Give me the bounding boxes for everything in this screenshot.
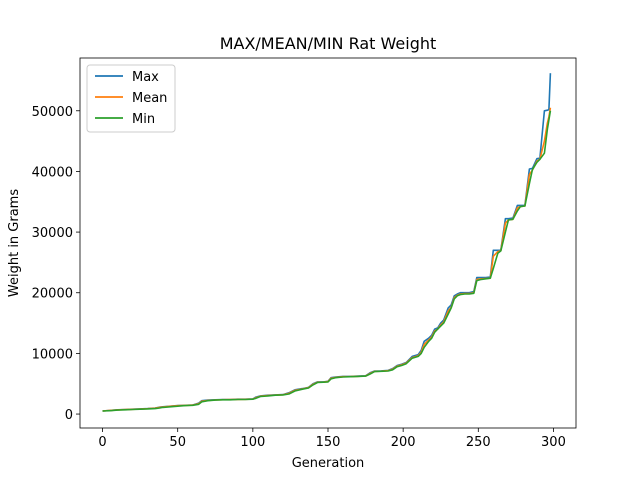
y-tick-label: 40000 bbox=[32, 165, 73, 180]
x-axis-title: Generation bbox=[292, 456, 365, 471]
x-tick-label: 150 bbox=[316, 435, 341, 450]
y-axis: 0 10000 20000 30000 40000 50000 bbox=[32, 105, 80, 423]
x-tick-label: 200 bbox=[391, 435, 416, 450]
x-tick-label: 300 bbox=[541, 435, 566, 450]
y-tick-label: 50000 bbox=[32, 105, 73, 120]
legend-label-mean: Mean bbox=[132, 91, 167, 106]
x-tick-label: 50 bbox=[169, 435, 186, 450]
legend-label-max: Max bbox=[132, 70, 159, 85]
y-tick-label: 10000 bbox=[32, 347, 73, 362]
x-tick-label: 0 bbox=[98, 435, 106, 450]
legend-label-min: Min bbox=[132, 112, 155, 127]
legend-box bbox=[86, 64, 176, 133]
x-tick-label: 250 bbox=[466, 435, 491, 450]
y-tick-label: 30000 bbox=[32, 226, 73, 241]
y-axis-title: Weight in Grams bbox=[7, 189, 22, 297]
series-line-mean bbox=[102, 107, 552, 412]
y-tick-label: 0 bbox=[65, 408, 73, 423]
legend: Max Mean Min bbox=[86, 64, 176, 133]
y-tick-label: 20000 bbox=[32, 287, 73, 302]
x-axis: 0 50 100 150 200 250 300 bbox=[98, 428, 566, 450]
x-tick-label: 100 bbox=[240, 435, 265, 450]
chart-title: MAX/MEAN/MIN Rat Weight bbox=[220, 34, 437, 53]
series-line-min bbox=[102, 110, 552, 412]
plot-lines bbox=[102, 73, 552, 412]
